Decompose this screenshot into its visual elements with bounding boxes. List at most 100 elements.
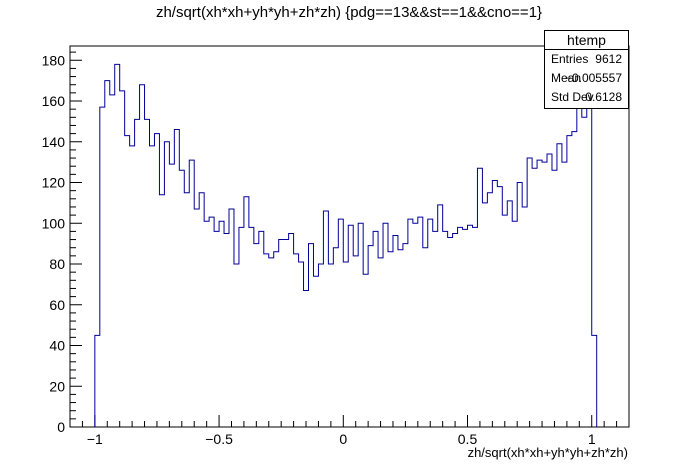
histogram-bin [279,240,284,427]
y-tick-label: 100 [42,215,66,231]
histogram-bin [547,154,552,427]
histogram-bin [373,231,378,427]
histogram-bin [269,258,274,427]
stats-entries-label: Entries [551,52,589,66]
histogram-bin [468,225,473,427]
y-tick-label: 140 [42,134,66,150]
stats-box: htemp Entries 9612 Mean −0.005557 Std De… [544,30,629,109]
histogram-bin [234,264,239,427]
histogram-bin [95,335,100,427]
histogram-bin [150,146,155,427]
stats-mean-value: −0.005557 [564,71,622,85]
plot-frame [69,45,630,428]
histogram-bin [542,162,547,427]
histogram-bin [294,254,299,427]
histogram-bin [224,233,229,427]
histogram-bin [592,335,597,427]
histogram-bin [259,231,264,427]
histogram-bin [338,219,343,427]
histogram-bin [418,217,423,427]
histogram-bin [120,91,125,427]
histogram-bin [194,209,199,427]
histogram-bin [309,244,314,427]
histogram-bin [378,258,383,427]
histogram-bin [482,203,487,427]
histogram-bin [453,233,458,427]
histogram-bin [532,168,537,427]
x-tick-label: 0.5 [458,431,478,447]
histogram-bin [105,81,110,427]
x-tick-label: 0 [339,431,347,447]
histogram-bin [522,207,527,427]
histogram-bin [204,221,209,427]
histogram-bin [274,252,279,427]
histogram-bin [423,248,428,427]
histogram-bin [408,219,413,427]
histogram-bin [438,205,443,427]
histogram-bin [448,238,453,427]
histogram-bin [125,136,130,427]
histogram-bin [472,227,477,427]
histogram-bin [199,193,204,427]
histogram-bin [502,215,507,427]
histogram-bin [363,274,368,427]
x-tick-label: −0.5 [205,431,233,447]
histogram-bin [552,170,557,427]
histogram-bin [572,132,577,427]
y-tick-label: 160 [42,93,66,109]
x-axis-label: zh/sqrt(xh*xh+yh*yh+zh*zh) [467,445,628,460]
stats-row-stddev: Std Dev 0.6128 [545,88,628,107]
histogram-bin [383,223,388,427]
histogram-bin [115,64,120,427]
histogram-bin [368,246,373,427]
histogram-bin [497,187,502,427]
stats-row-entries: Entries 9612 [545,50,628,69]
histogram-bin [174,130,179,427]
y-tick-label: 60 [49,297,65,313]
histogram-bin [507,201,512,427]
histogram-bin [358,223,363,427]
histogram-bin [145,119,150,427]
histogram-bin [463,229,468,427]
histogram-bin [492,180,497,427]
y-tick-label: 0 [57,419,65,435]
histogram-bin [299,262,304,427]
stats-mean-label: Mean [551,71,582,85]
histogram-bin [214,231,219,427]
y-tick-label: 120 [42,175,66,191]
histogram-bin [582,117,587,427]
histogram-bin [537,160,542,427]
histogram-bin [433,231,438,427]
histogram-bin [443,231,448,427]
histogram-bin [169,164,174,427]
histogram-bin [209,217,214,427]
histogram-bin [249,227,254,427]
chart-title: zh/sqrt(xh*xh+yh*yh+zh*zh) {pdg==13&&st=… [155,4,543,21]
histogram-bin [567,136,572,427]
histogram-bin [264,254,269,427]
stats-box-name: htemp [545,31,628,50]
histogram-bin [353,256,358,427]
stats-entries-value: 9612 [595,52,622,66]
stats-stddev-label: Std Dev [551,90,594,104]
histogram-bin [159,195,164,427]
histogram-bin [428,219,433,427]
y-tick-label: 80 [49,256,65,272]
histogram-bin [140,85,145,427]
histogram-bin [557,144,562,427]
histogram-bin [517,183,522,427]
histogram-bin [254,244,259,427]
y-tick-label: 180 [42,52,66,68]
histogram-bin [577,89,582,427]
histogram-bin [587,56,592,427]
x-tick-label: −1 [87,431,103,447]
histogram-bin [184,193,189,427]
histogram-bin [110,95,115,427]
histogram-bin [403,244,408,427]
histogram-bin [413,223,418,427]
histogram-bin [393,235,398,427]
histogram-bin [179,170,184,427]
x-tick-label: 1 [588,431,596,447]
histogram-bin [154,134,159,427]
